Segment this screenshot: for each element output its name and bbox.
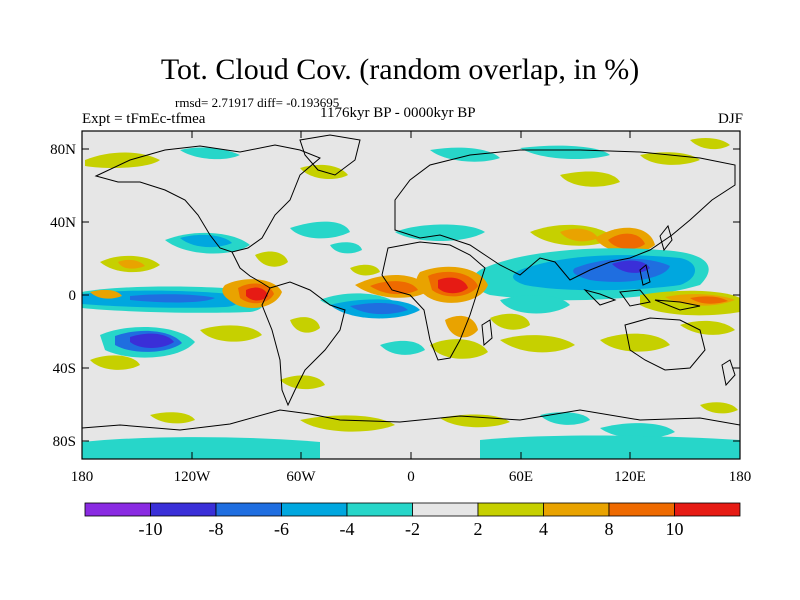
lon-labels: 180 120W 60W 0 60E 120E 180 — [71, 469, 752, 485]
season-label: DJF — [717, 111, 743, 127]
colorbar-label: -2 — [405, 519, 420, 539]
colorbar-labels: -10 -8 -6 -4 -2 2 4 8 10 — [139, 519, 684, 539]
lat-label-40S: 40S — [53, 361, 76, 377]
lat-labels: 80N 40N 0 40S 80S — [50, 142, 76, 450]
colorbar-label: 4 — [539, 519, 548, 539]
lon-label-180W: 180 — [71, 469, 94, 485]
colorbar-label: -10 — [139, 519, 163, 539]
colorbar-swatch — [281, 502, 348, 517]
map-title: Tot. Cloud Cov. (random overlap, in %) — [160, 53, 640, 86]
colorbar-swatch — [543, 502, 610, 517]
colorbar-label: -4 — [340, 519, 355, 539]
anomaly-field — [82, 137, 740, 459]
lon-label-0: 0 — [407, 469, 415, 485]
experiment-label: Expt = tFmEc-tfmea — [82, 111, 206, 127]
lat-ticks — [82, 148, 740, 442]
rmsd-diff-stats: rmsd= 2.71917 diff= -0.193695 — [175, 95, 340, 110]
lat-label-80N: 80N — [50, 142, 76, 158]
lon-label-60W: 60W — [286, 469, 316, 485]
colorbar-label: -6 — [274, 519, 289, 539]
colorbar-label: 2 — [474, 519, 483, 539]
lat-label-80S: 80S — [53, 434, 76, 450]
lat-label-0: 0 — [69, 288, 77, 304]
colorbar-label: -8 — [209, 519, 224, 539]
colorbar-label: 10 — [666, 519, 684, 539]
colorbar-swatch — [84, 502, 151, 517]
colorbar-swatch — [477, 502, 544, 517]
coastlines — [82, 134, 740, 431]
colorbar-swatch — [674, 502, 741, 517]
lon-label-120W: 120W — [174, 469, 212, 485]
colorbar-swatch — [150, 502, 217, 517]
lon-label-60E: 60E — [509, 469, 533, 485]
period-label: 1176kyr BP - 0000kyr BP — [320, 105, 476, 121]
lon-label-120E: 120E — [614, 469, 646, 485]
colorbar-swatch — [346, 502, 413, 517]
lon-label-180E: 180 — [729, 469, 752, 485]
colorbar-swatch — [608, 502, 675, 517]
colorbar-label: 8 — [605, 519, 614, 539]
colorbar-swatch — [412, 502, 479, 517]
lat-label-40N: 40N — [50, 215, 76, 231]
lon-ticks — [81, 131, 741, 459]
colorbar — [84, 502, 741, 517]
colorbar-swatch — [215, 502, 282, 517]
